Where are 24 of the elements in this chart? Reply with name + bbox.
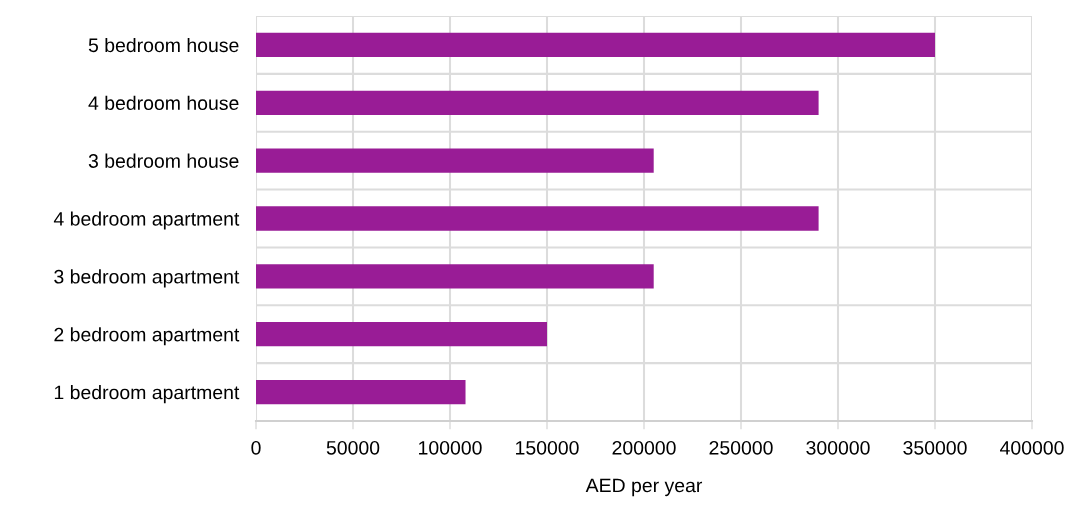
x-tick-label: 300000 xyxy=(806,440,870,455)
bar xyxy=(256,206,819,231)
bar xyxy=(256,148,654,173)
x-tick-label: 350000 xyxy=(903,440,967,455)
x-tick-label: 400000 xyxy=(1000,440,1064,455)
x-tick-label: 150000 xyxy=(516,440,579,455)
y-tick-label: 2 bedroom apartment xyxy=(54,327,240,346)
x-tick-label: 0 xyxy=(251,440,261,455)
bar xyxy=(256,32,935,58)
x-tick-label: 50000 xyxy=(326,440,380,455)
y-tick-label: 3 bedroom house xyxy=(88,153,239,168)
bar xyxy=(256,90,819,115)
bar xyxy=(256,264,654,289)
bar xyxy=(256,322,547,347)
x-tick-label: 250000 xyxy=(709,440,773,455)
y-tick-label: 5 bedroom house xyxy=(88,37,239,53)
y-tick-label: 4 bedroom apartment xyxy=(53,211,240,230)
y-tick-label: 4 bedroom house xyxy=(88,95,239,111)
x-axis-title: AED per year xyxy=(585,478,703,497)
x-tick-label: 200000 xyxy=(612,440,676,455)
y-tick-label: 1 bedroom apartment xyxy=(54,385,240,404)
y-tick-label: 3 bedroom apartment xyxy=(54,269,240,288)
bar xyxy=(256,379,466,405)
x-tick-label: 100000 xyxy=(419,440,482,455)
